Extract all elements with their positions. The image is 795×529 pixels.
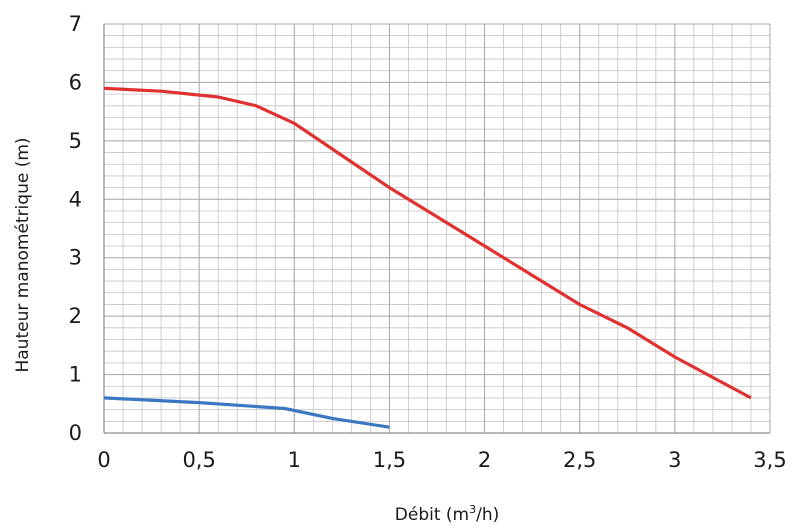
y-tick-label: 4 (69, 187, 82, 211)
major-gridlines (103, 23, 771, 434)
axes (103, 24, 770, 434)
minor-gridlines (104, 24, 770, 433)
x-axis-title-end: /h) (476, 505, 499, 525)
y-tick-label: 2 (69, 304, 82, 328)
x-tick-label: 3,5 (753, 448, 786, 472)
y-tick-label: 7 (69, 12, 82, 36)
x-axis-title-main: Débit (m (395, 505, 469, 525)
y-tick-labels: 0 1 2 3 4 5 6 7 (69, 12, 82, 445)
x-tick-label: 0 (97, 448, 110, 472)
x-tick-label: 2 (478, 448, 491, 472)
series-line-blue-curve (103, 396, 390, 429)
x-axis-title-superscript: 3 (469, 503, 476, 516)
x-tick-label: 0,5 (182, 448, 215, 472)
y-tick-label: 5 (69, 129, 82, 153)
y-tick-label: 6 (69, 70, 82, 94)
y-tick-label: 3 (69, 246, 82, 270)
y-tick-label: 1 (69, 363, 82, 387)
series-line-red-curve (103, 86, 752, 400)
x-tick-label: 1,5 (373, 448, 406, 472)
x-axis-title: Débit (m3/h) (395, 503, 499, 525)
x-tick-label: 3 (668, 448, 681, 472)
x-tick-labels: 0 0,5 1 1,5 2 2,5 3 3,5 (97, 448, 786, 472)
data-series (103, 86, 752, 429)
x-tick-label: 2,5 (563, 448, 596, 472)
x-tick-label: 1 (288, 448, 301, 472)
y-tick-label: 0 (69, 421, 82, 445)
y-axis-title: Hauteur manométrique (m) (13, 137, 33, 372)
